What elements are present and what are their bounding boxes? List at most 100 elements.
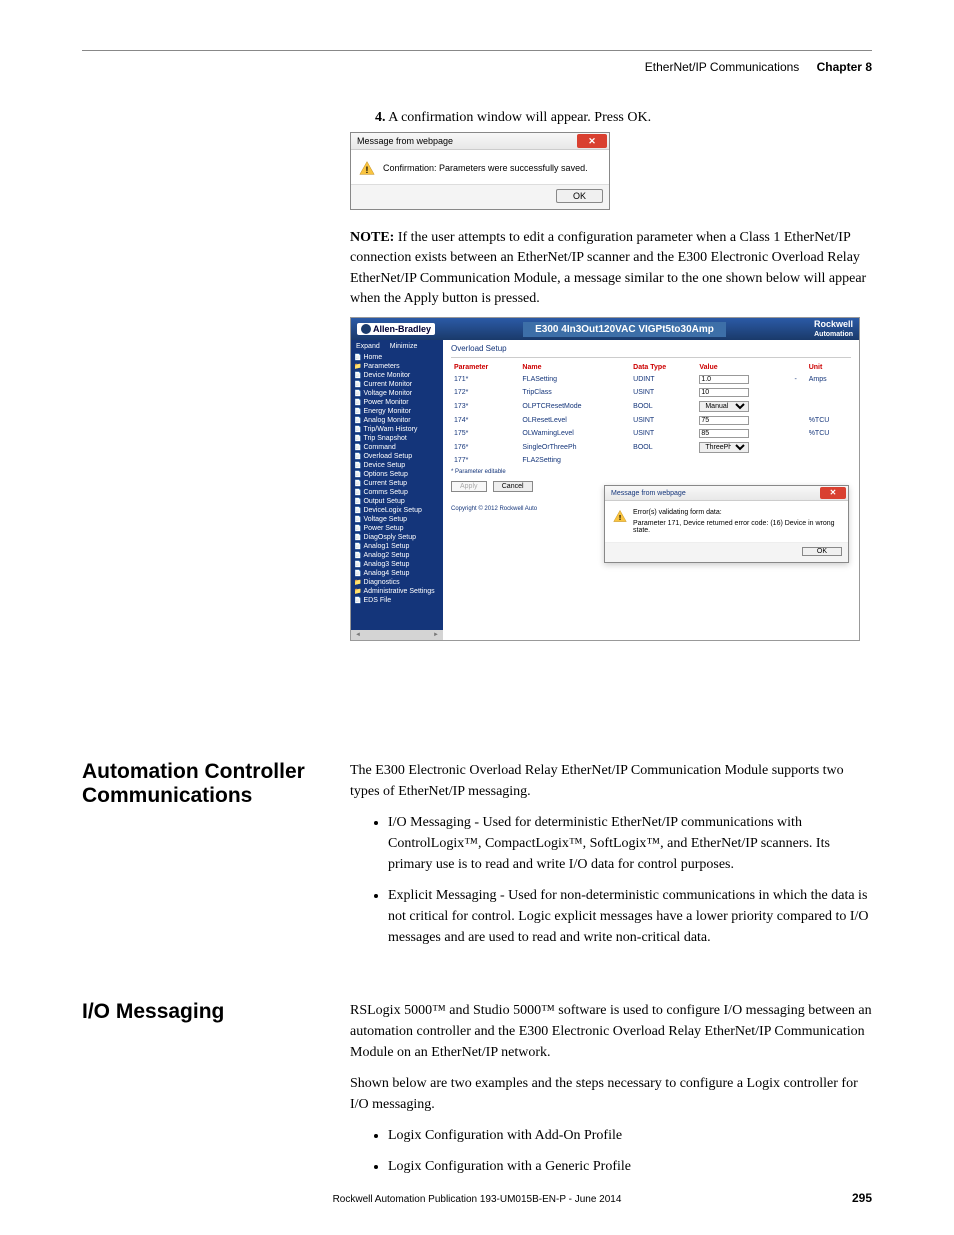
sidebar-item[interactable]: Administrative Settings [354, 587, 440, 596]
cell-parameter: 175* [451, 427, 519, 440]
expand-link[interactable]: Expand [356, 343, 380, 350]
cell-value: Manual [696, 399, 791, 414]
cell-unit [806, 440, 851, 455]
sidebar-item[interactable]: Analog Monitor [354, 416, 440, 425]
sidebar-item[interactable]: EDS File [354, 596, 440, 605]
param-input[interactable] [699, 416, 749, 425]
ok-button[interactable]: OK [556, 189, 603, 203]
main-title: Overload Setup [451, 344, 851, 353]
minimize-link[interactable]: Minimize [390, 343, 418, 350]
cancel-button[interactable]: Cancel [493, 481, 533, 492]
cell-datatype: USINT [630, 386, 696, 399]
confirmation-dialog: Message from webpage ✕ ! Confirmation: P… [350, 132, 610, 210]
error-dialog: Message from webpage ✕ ! Error(s) valida… [604, 485, 849, 563]
cell-value [696, 427, 791, 440]
app-screenshot: Allen-Bradley E300 4In3Out120VAC VIGPt5t… [350, 317, 860, 641]
param-input[interactable] [699, 375, 749, 384]
sidebar-item[interactable]: Output Setup [354, 497, 440, 506]
cell-name: TripClass [519, 386, 630, 399]
table-row: 172*TripClassUSINT [451, 386, 851, 399]
sidebar-item[interactable]: Trip Snapshot [354, 434, 440, 443]
cell-datatype: USINT [630, 414, 696, 427]
cell-unit [806, 455, 851, 466]
cell-unit: %TCU [806, 427, 851, 440]
param-select[interactable]: Manual [699, 401, 749, 412]
sidebar-item[interactable]: Analog2 Setup [354, 551, 440, 560]
ra-logo: RockwellAutomation [814, 320, 853, 337]
cell-datatype: USINT [630, 427, 696, 440]
warning-icon: ! [613, 509, 627, 523]
sidebar-item[interactable]: Power Monitor [354, 398, 440, 407]
sidebar-item[interactable]: Options Setup [354, 470, 440, 479]
cell-value: ThreePhase [696, 440, 791, 455]
sidebar-item[interactable]: Energy Monitor [354, 407, 440, 416]
header-breadcrumb: EtherNet/IP Communications [645, 60, 800, 74]
apply-button[interactable]: Apply [451, 481, 487, 492]
svg-text:!: ! [366, 165, 369, 175]
note-label: NOTE: [350, 230, 394, 245]
sidebar-item[interactable]: DeviceLogix Setup [354, 506, 440, 515]
device-title: E300 4In3Out120VAC VIGPt5to30Amp [523, 322, 726, 337]
sidebar-item[interactable]: Device Setup [354, 461, 440, 470]
sidebar-item[interactable]: Power Setup [354, 524, 440, 533]
sidebar-item[interactable]: Analog1 Setup [354, 542, 440, 551]
sidebar-item[interactable]: Trip/Warn History [354, 425, 440, 434]
sidebar-item[interactable]: Voltage Monitor [354, 389, 440, 398]
inner-dialog-title: Message from webpage [611, 490, 686, 497]
th-unit: Unit [806, 362, 851, 373]
cell-datatype: UDINT [630, 373, 696, 386]
sidebar-item[interactable]: Analog3 Setup [354, 560, 440, 569]
sidebar-item[interactable]: Current Monitor [354, 380, 440, 389]
th-value: Value [696, 362, 791, 373]
note-text: If the user attempts to edit a configura… [350, 230, 866, 306]
cell-unit: Amps [806, 373, 851, 386]
sidebar-item[interactable]: Device Monitor [354, 371, 440, 380]
param-input[interactable] [699, 388, 749, 397]
param-table: Parameter Name Data Type Value Unit 171*… [451, 362, 851, 466]
param-select[interactable]: ThreePhase [699, 442, 749, 453]
th-parameter: Parameter [451, 362, 519, 373]
section2-bullet-1: Logix Configuration with Add-On Profile [388, 1125, 872, 1146]
cell-parameter: 176* [451, 440, 519, 455]
sidebar-item[interactable]: Current Setup [354, 479, 440, 488]
sidebar-item[interactable]: Home [354, 353, 440, 362]
sidebar-item[interactable]: Parameters [354, 362, 440, 371]
table-row: 175*OLWarningLevelUSINT%TCU [451, 427, 851, 440]
cell-datatype: BOOL [630, 440, 696, 455]
sidebar-item[interactable]: Voltage Setup [354, 515, 440, 524]
app-main: Overload Setup Parameter Name Data Type … [443, 340, 859, 640]
error-line-2: Parameter 171, Device returned error cod… [633, 520, 840, 534]
app-header: Allen-Bradley E300 4In3Out120VAC VIGPt5t… [351, 318, 859, 340]
sidebar-item[interactable]: Comms Setup [354, 488, 440, 497]
section2-p1: RSLogix 5000™ and Studio 5000™ software … [350, 1000, 872, 1063]
close-icon[interactable]: ✕ [820, 487, 846, 499]
sidebar-scrollbar[interactable]: ◄► [351, 630, 443, 640]
ok-button[interactable]: OK [802, 547, 842, 556]
cell-parameter: 172* [451, 386, 519, 399]
sidebar-item[interactable]: Analog4 Setup [354, 569, 440, 578]
sidebar-item[interactable]: Overload Setup [354, 452, 440, 461]
error-line-1: Error(s) validating form data: [633, 509, 840, 516]
th-name: Name [519, 362, 630, 373]
cell-unit: %TCU [806, 414, 851, 427]
warning-icon: ! [359, 160, 375, 176]
sidebar-item[interactable]: Command [354, 443, 440, 452]
dialog-message: Confirmation: Parameters were successful… [383, 163, 588, 173]
cell-name: SingleOrThreePh [519, 440, 630, 455]
section1-bullet-2: Explicit Messaging - Used for non-determ… [388, 885, 872, 948]
section1-intro: The E300 Electronic Overload Relay Ether… [350, 760, 872, 802]
sidebar-item[interactable]: Diagnostics [354, 578, 440, 587]
section1-bullet-1: I/O Messaging - Used for deterministic E… [388, 812, 872, 875]
cell-unit [806, 399, 851, 414]
svg-text:!: ! [619, 513, 622, 522]
cell-value [696, 386, 791, 399]
param-input[interactable] [699, 429, 749, 438]
close-icon[interactable]: ✕ [577, 134, 607, 148]
cell-parameter: 173* [451, 399, 519, 414]
table-row: 174*OLResetLevelUSINT%TCU [451, 414, 851, 427]
section-heading-io: I/O Messaging [82, 1000, 350, 1187]
sidebar-item[interactable]: DiagOsply Setup [354, 533, 440, 542]
cell-value [696, 455, 791, 466]
editable-note: * Parameter editable [451, 469, 851, 475]
note-paragraph: NOTE: If the user attempts to edit a con… [350, 228, 872, 309]
